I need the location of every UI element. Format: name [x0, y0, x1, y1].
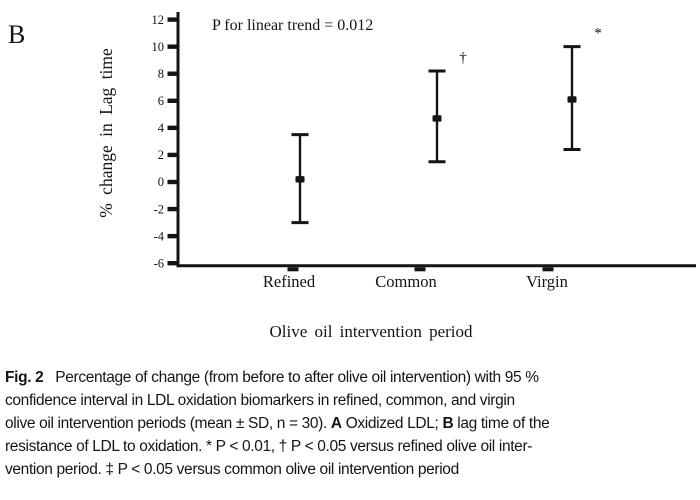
caption-segment: Percentage of change (from before to aft…: [43, 369, 539, 386]
y-tick-label: 10: [152, 40, 165, 54]
y-tick-label: -4: [154, 229, 165, 243]
p-trend-annotation: P for linear trend = 0.012: [212, 17, 373, 34]
y-tick: [167, 261, 177, 266]
significance-marker: *: [594, 26, 602, 42]
y-tick-label: 0: [158, 175, 164, 189]
caption-segment: lag time of the: [453, 415, 550, 432]
y-tick-label: -2: [154, 202, 164, 216]
y-axis-title: % change in Lag time: [96, 48, 116, 218]
y-tick: [167, 71, 177, 76]
y-tick-label: 12: [152, 13, 165, 27]
caption-segment: olive oil intervention periods (mean ± S…: [5, 415, 331, 432]
figure-caption: Fig. 2 Percentage of change (from before…: [5, 366, 697, 481]
category-label: Common: [375, 272, 436, 291]
caption-segment: B: [442, 415, 454, 432]
y-tick-label: 6: [158, 94, 164, 108]
lag-time-error-bar-chart: 12 10 8 6 4 2 0 -2 -4 -6 Refined Common Virgin † * P fo…: [96, 12, 696, 341]
y-tick-label: 2: [158, 148, 164, 162]
x-tick: [542, 267, 554, 272]
mean-marker: [567, 96, 577, 103]
y-tick: [167, 44, 177, 49]
y-tick-label: 4: [158, 121, 165, 135]
caption-segment: Fig. 2: [5, 369, 44, 386]
mean-marker: [432, 115, 442, 122]
panel-label-b: B: [8, 20, 26, 49]
caption-segment: resistance of LDL to oxidation. * P < 0.…: [5, 438, 533, 455]
caption-line: olive oil intervention periods (mean ± S…: [5, 412, 697, 435]
significance-marker: †: [459, 50, 467, 66]
y-tick: [167, 152, 177, 158]
category-label: Refined: [263, 272, 316, 291]
caption-line: vention period. ‡ P < 0.05 versus common…: [5, 458, 697, 481]
x-tick: [287, 267, 299, 272]
caption-segment: Oxidized LDL;: [341, 415, 443, 432]
x-tick: [414, 267, 426, 272]
y-tick: [167, 179, 177, 185]
x-axis-title: Olive oil intervention period: [269, 322, 473, 341]
y-tick-label: 8: [158, 67, 164, 81]
y-tick: [167, 98, 177, 103]
caption-line: Fig. 2 Percentage of change (from before…: [5, 366, 697, 389]
caption-segment: confidence interval in LDL oxidation bio…: [5, 392, 515, 409]
y-tick: [167, 206, 177, 212]
y-tick: [167, 17, 177, 22]
y-tick-label: -6: [154, 256, 164, 270]
y-tick: [167, 233, 177, 239]
mean-marker: [295, 176, 305, 183]
caption-segment: A: [330, 415, 342, 432]
caption-segment: vention period. ‡ P < 0.05 versus common…: [5, 461, 459, 478]
caption-line: confidence interval in LDL oxidation bio…: [5, 389, 697, 412]
category-label: Virgin: [526, 272, 568, 291]
caption-line: resistance of LDL to oxidation. * P < 0.…: [5, 435, 697, 458]
y-tick: [167, 125, 177, 131]
